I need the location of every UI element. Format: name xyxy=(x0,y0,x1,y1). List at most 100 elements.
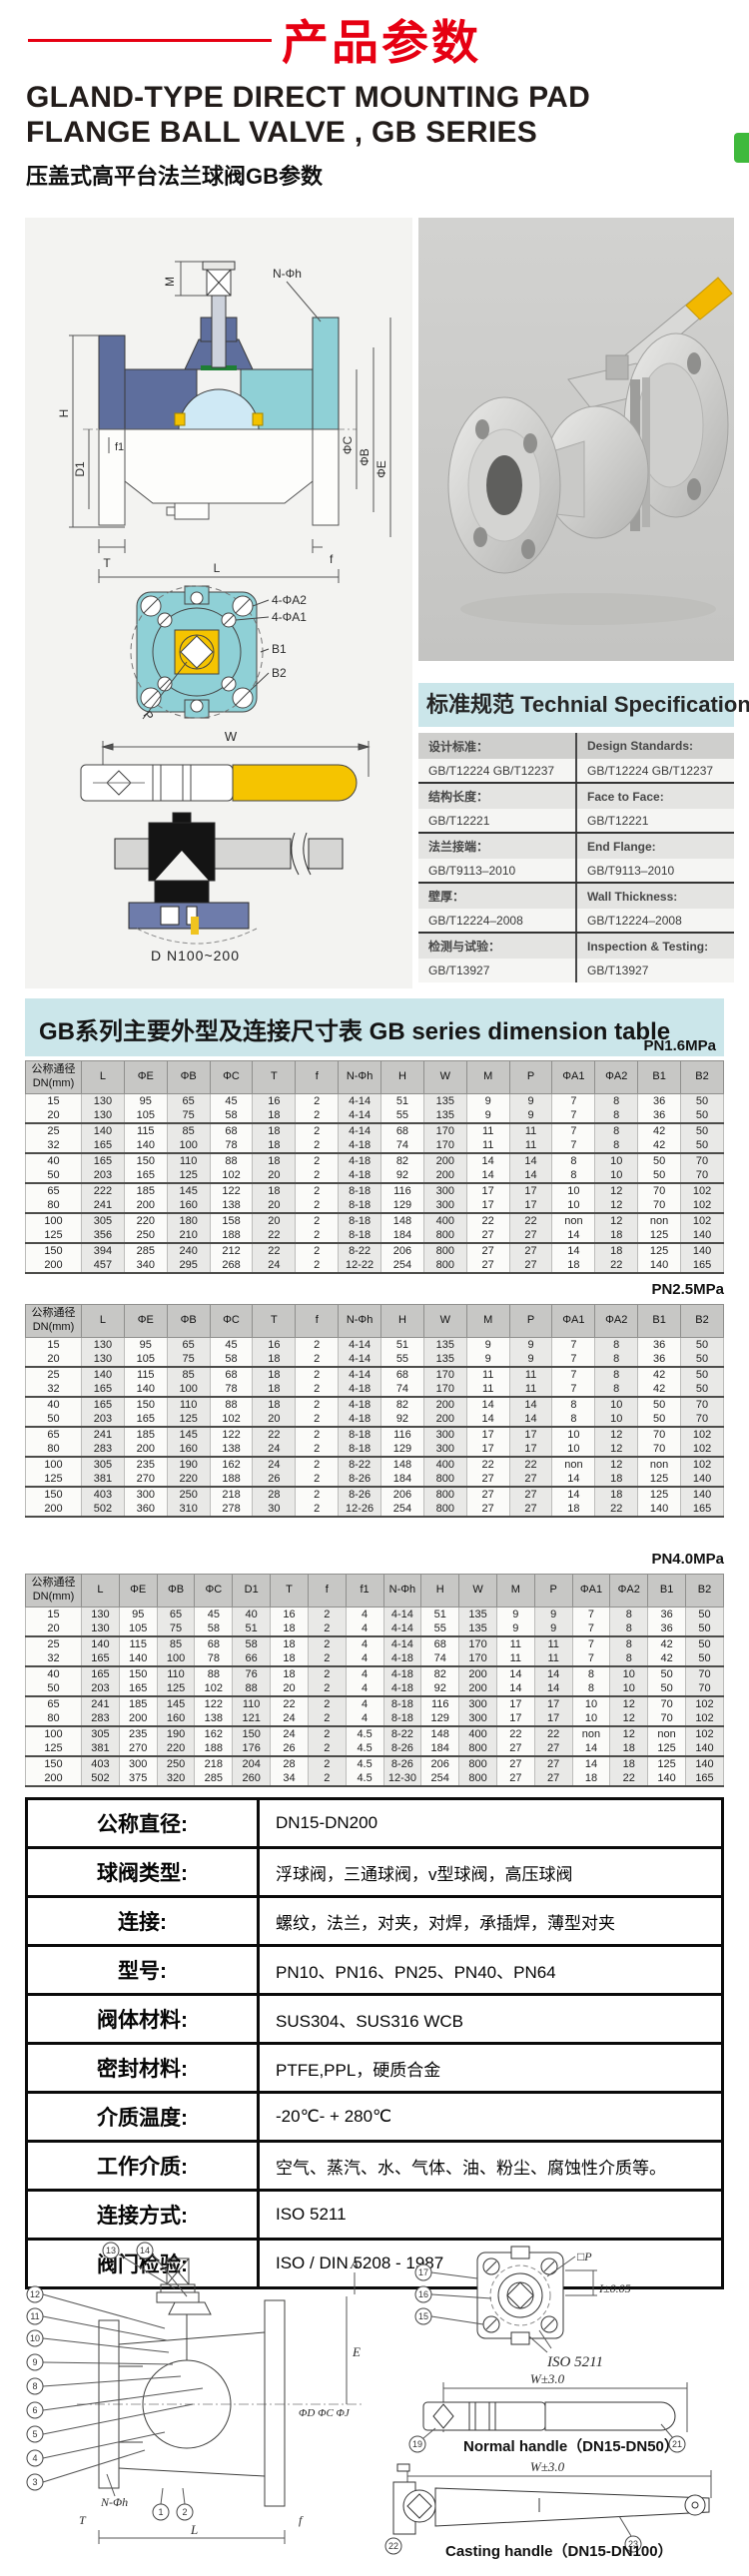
column-header: W xyxy=(458,1574,497,1608)
column-header: 公称通径 DN(mm) xyxy=(25,1060,82,1094)
drawings-panel: H M N-Φh ΦC ΦB ΦE D1 f1 T f L xyxy=(25,218,412,988)
dim-label-phic: ΦC xyxy=(341,436,355,455)
column-header: H xyxy=(380,1304,424,1338)
label-i-tolerance: I±0.05 xyxy=(598,2281,631,2295)
column-header: f xyxy=(307,1574,347,1608)
spec-value: PN10、PN16、PN25、PN40、PN64 xyxy=(257,1944,724,1996)
dimension-row: 50 203 165 125 102 20 2 4-18 92 200 14 14 8 10 50 70 xyxy=(25,1411,724,1427)
label-p: P xyxy=(141,708,157,723)
column-header: W xyxy=(422,1060,467,1094)
spec-label: 连接: xyxy=(25,1895,260,1947)
normal-handle-balloons: 19 21 xyxy=(408,2435,686,2453)
balloon-16: 16 xyxy=(418,2289,428,2299)
balloon-4: 4 xyxy=(32,2453,37,2463)
dim-label-m: M xyxy=(163,277,177,287)
column-header: B1 xyxy=(637,1304,682,1338)
front-section-drawing xyxy=(83,261,357,526)
dimension-row: 15 130 95 65 45 16 2 4-14 51 135 9 9 7 8 36 50 xyxy=(25,1337,724,1352)
column-header: ΦA2 xyxy=(609,1574,649,1608)
spec-value: DN15-DN200 xyxy=(257,1797,724,1849)
dimension-row: 125 356 250 210 188 22 2 8-18 184 800 27 27 14 18 125 1… xyxy=(25,1227,724,1243)
dimension-row: 25 140 115 85 68 18 2 4-14 68 170 11 11 7 8 42 50 xyxy=(25,1365,724,1382)
column-header: B2 xyxy=(680,1060,724,1094)
column-header: f xyxy=(295,1304,340,1338)
pressure-label-pn40: PN4.0MPa xyxy=(651,1551,724,1568)
title-line1: GLAND-TYPE DIRECT MOUNTING PAD xyxy=(26,81,591,114)
page-title: 产品参数 xyxy=(282,16,481,69)
spec-label: 密封材料: xyxy=(25,2042,260,2094)
balloon-9: 9 xyxy=(32,2357,37,2367)
label-w: W xyxy=(225,729,238,744)
dimension-row: 125 381 270 220 188 176 26 2 4.5 8-26 184 800 27 27 14… xyxy=(25,1740,724,1756)
casting-handle-caption: Casting handle（DN15-DN100） xyxy=(445,2542,673,2560)
spec-label: 工作介质: xyxy=(25,2140,260,2192)
label-iso-5211: ISO 5211 xyxy=(546,2354,603,2370)
dimension-row: 100 305 235 190 162 24 2 8-22 148 400 22 22 non 12 non… xyxy=(25,1455,724,1472)
column-header: N-Φh xyxy=(338,1304,382,1338)
dimension-section-title: GB系列主要外型及连接尺寸表 GB series dimension table xyxy=(39,1018,671,1045)
title-line2: FLANGE BALL VALVE , GB SERIES xyxy=(26,116,538,150)
section-dim-labels: A E ΦD ΦC ΦJ N-Φh T f L xyxy=(79,2256,361,2537)
dimension-row: 40 165 150 110 88 18 2 4-18 82 200 14 14 8 10 50 70 xyxy=(25,1151,724,1168)
column-header: ΦC xyxy=(209,1060,254,1094)
spec-value: 浮球阀，三通球阀，v型球阀，高压球阀 xyxy=(257,1846,724,1898)
dimension-row: 20 130 105 75 58 18 2 4-14 55 135 9 9 7 8 36 50 xyxy=(25,1351,724,1367)
column-header: ΦA2 xyxy=(594,1304,639,1338)
column-header: ΦB xyxy=(166,1304,211,1338)
column-header: ΦE xyxy=(123,1304,168,1338)
balloon-19: 19 xyxy=(412,2439,422,2449)
column-header: ΦB xyxy=(166,1060,211,1094)
dimension-row: 32 165 140 100 78 18 2 4-18 74 170 11 11 7 8 42 50 xyxy=(25,1137,724,1153)
dimension-row: 40 165 150 110 88 18 2 4-18 82 200 14 14 8 10 50 70 xyxy=(25,1395,724,1412)
dimension-row: 25 140 115 85 68 18 2 4-14 68 170 11 11 7 8 42 50 xyxy=(25,1121,724,1138)
dim-label-nphih: N-Φh xyxy=(273,267,302,281)
side-badge[interactable] xyxy=(734,133,749,163)
column-header: ΦC xyxy=(209,1304,254,1338)
dimension-row: 20 130 105 75 58 18 2 4-14 55 135 9 9 7 8 36 50 xyxy=(25,1107,724,1123)
label-a: A xyxy=(350,2256,359,2271)
dimension-row: 100 305 220 180 158 20 2 8-18 148 400 22 22 non 12 non… xyxy=(25,1211,724,1228)
balloon-10: 10 xyxy=(30,2333,40,2343)
column-header: H xyxy=(380,1060,424,1094)
title-subtitle: 压盖式高平台法兰球阀GB参数 xyxy=(26,164,324,190)
valve-body-photo xyxy=(447,332,729,574)
gearbox-drawing xyxy=(114,812,344,945)
bottom-drawings: 13 14 12 11 10 9 8 6 5 4 3 1 2 A E ΦD ΦC… xyxy=(0,2237,749,2576)
dim-label-phie: ΦE xyxy=(374,460,388,478)
front-dimension-labels: H M N-Φh ΦC ΦB ΦE D1 f1 T f L xyxy=(57,267,388,575)
product-spec-row: 阀体材料: SUS304、SUS316 WCB xyxy=(25,1993,724,2045)
column-header: B2 xyxy=(680,1304,724,1338)
pressure-label-pn16: PN1.6MPa xyxy=(643,1037,716,1054)
column-header: ΦA1 xyxy=(551,1304,596,1338)
column-header: N-Φh xyxy=(382,1574,422,1608)
label-b1: B1 xyxy=(272,642,287,656)
dim-label-t: T xyxy=(103,556,111,570)
product-spec-row: 连接方式: ISO 5211 xyxy=(25,2189,724,2241)
product-spec-row: 公称直径: DN15-DN200 xyxy=(25,1797,724,1849)
normal-handle-caption: Normal handle（DN15-DN50） xyxy=(463,2437,679,2455)
product-spec-row: 密封材料: PTFE,PPL，硬质合金 xyxy=(25,2042,724,2094)
dimension-row: 50 203 165 125 102 20 2 4-18 92 200 14 14 8 10 50 70 xyxy=(25,1167,724,1183)
dimension-row: 15 130 95 65 45 40 16 2 4 4-14 51 135 9 9 7 8 36 50 xyxy=(25,1607,724,1621)
section-outline xyxy=(77,2257,365,2544)
column-header: M xyxy=(465,1060,510,1094)
label-square-p: □P xyxy=(577,2250,592,2263)
column-header: ΦC xyxy=(194,1574,234,1608)
parts-section-drawing: 13 14 12 11 10 9 8 6 5 4 3 1 2 A E ΦD ΦC… xyxy=(26,2242,365,2544)
tech-spec-value-row: GB/T12224–2008 GB/T12224–2008 xyxy=(418,909,734,934)
column-header: P xyxy=(508,1304,553,1338)
column-header: D1 xyxy=(232,1574,272,1608)
balloon-5: 5 xyxy=(32,2429,37,2439)
column-header: M xyxy=(465,1304,510,1338)
tech-spec-value-row: GB/T12224 GB/T12237 GB/T12224 GB/T12237 xyxy=(418,759,734,784)
header-rule xyxy=(28,39,272,42)
handles-drawing: □P I±0.05 ISO 5211 17 16 15 W±3.0 xyxy=(384,2246,712,2560)
top-view-drawing xyxy=(130,585,270,720)
dim-label-d1: D1 xyxy=(73,461,87,477)
spec-value: 螺纹，法兰，对夹，对焊，承插焊，薄型对夹 xyxy=(257,1895,724,1947)
column-header: f xyxy=(295,1060,340,1094)
balloon-6: 6 xyxy=(32,2405,37,2415)
spec-value: ISO 5211 xyxy=(257,2189,724,2241)
